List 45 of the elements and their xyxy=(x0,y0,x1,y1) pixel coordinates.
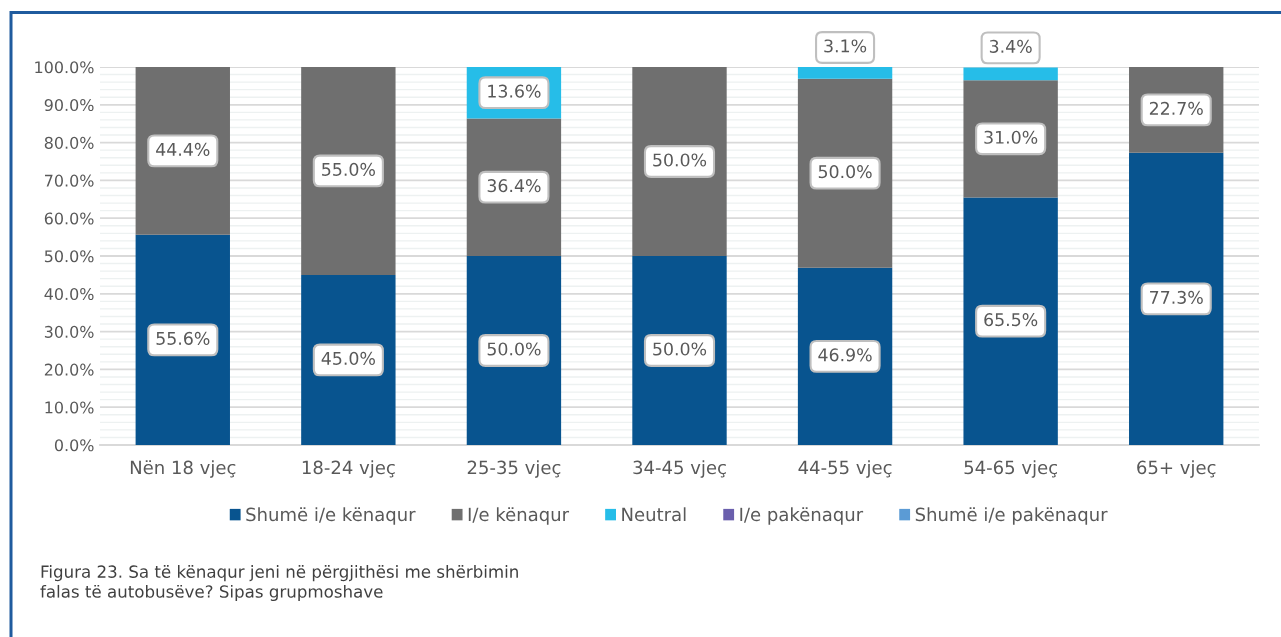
x-tick-label: 54-65 vjeç xyxy=(964,460,1057,478)
bar xyxy=(797,67,893,79)
y-tick-label: 20.0% xyxy=(44,363,94,376)
text: Figura 23. Sa të kënaqur jeni në përgjithësi me shërbimin falas të autobusëve? Sipas grupmoshave xyxy=(40,565,518,602)
bar xyxy=(135,234,230,445)
data-label: 45.0% xyxy=(321,351,375,365)
legend-label: Shumë i/e pakënaqur xyxy=(915,507,1108,525)
y-tick-label: 30.0% xyxy=(44,325,94,338)
data-label: 44.4% xyxy=(156,142,210,156)
y-tick-label: 100.0% xyxy=(35,61,94,74)
x-tick-label: 34-45 vjeç xyxy=(633,460,726,478)
data-label: 55.6% xyxy=(156,331,210,345)
y-tick-label: 10.0% xyxy=(45,401,94,414)
data-label: 31.0% xyxy=(984,130,1038,144)
x-tick-label: 44-55 vjeç xyxy=(798,460,892,478)
data-label: 50.0% xyxy=(487,342,541,356)
legend-label: I/e pakënaqur xyxy=(740,507,864,525)
bar xyxy=(1129,152,1224,445)
data-label: 50.0% xyxy=(653,342,707,356)
bar xyxy=(963,197,1058,445)
data-label: 77.3% xyxy=(1150,290,1203,304)
data-label: 13.6% xyxy=(488,84,541,98)
data-label: 46.9% xyxy=(818,348,872,362)
legend-label: Shumë i/e kënaqur xyxy=(246,507,416,525)
x-tick-label: 18-24 vjeç xyxy=(302,460,395,478)
x-tick-label: 25-35 vjeç xyxy=(467,460,561,478)
y-tick-label: 80.0% xyxy=(44,136,94,149)
data-label: 55.0% xyxy=(322,162,375,176)
legend-label: Neutral xyxy=(622,507,686,522)
data-label: 50.0% xyxy=(818,165,872,179)
data-label: 65.5% xyxy=(984,313,1038,327)
data-label: 22.7% xyxy=(1149,101,1203,115)
x-tick-label: Nën 18 vjeç xyxy=(130,460,236,478)
y-tick-label: 70.0% xyxy=(45,174,94,187)
data-label: 3.1% xyxy=(824,39,867,53)
y-tick-label: 90.0% xyxy=(44,99,94,112)
legend-label: I/e kënaqur xyxy=(468,507,570,525)
y-tick-label: 60.0% xyxy=(44,212,94,225)
y-tick-label: 50.0% xyxy=(44,250,94,263)
data-label: 3.4% xyxy=(989,39,1032,53)
y-tick-label: 40.0% xyxy=(44,288,94,301)
data-label: 50.0% xyxy=(653,153,707,167)
x-tick-label: 65+ vjeç xyxy=(1137,460,1216,478)
y-tick-label: 0.0% xyxy=(54,439,94,452)
data-label: 36.4% xyxy=(487,179,541,193)
